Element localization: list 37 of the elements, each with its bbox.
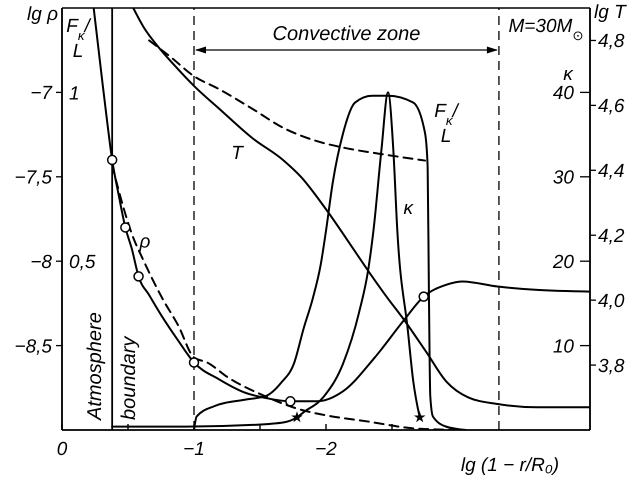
y-axis-title: lg ρ [27,4,58,25]
series-label: F$_{κ}$/L [434,100,460,147]
series-label: T [231,142,244,164]
y2-tick-label: 4,0 [598,290,625,312]
y-tick-label: 40 [552,83,574,104]
point [133,271,144,282]
y3-axis-title: F$_{κ}$/L [66,16,92,62]
y-tick-label: 30 [552,168,574,189]
y2-tick-label: 4,2 [598,226,625,247]
y3-tick-label: 0,5 [69,252,96,274]
point [120,222,131,233]
ref-line-label: Atmosphere boundary [84,312,140,421]
y-axis-title: κ [563,64,574,85]
y3-tick-label: 1 [69,83,80,104]
y-tick-label: 20 [552,252,574,273]
y-tick-label: −8 [30,252,52,273]
y2-tick-label: 4,6 [598,96,625,118]
y2-tick-label: 3,8 [598,356,625,377]
series-label: κ [404,198,415,219]
x-tick-label: −1 [183,439,205,460]
x-tick-label: 0 [56,439,68,460]
annotation: M=30M$_{⊙}$ [508,16,584,42]
x-axis-title: lg (1 − r/R₀) [460,455,560,476]
y2-tick-label: 4,8 [598,31,625,52]
y-tick-label: −7 [30,83,54,104]
point [285,396,296,407]
y-tick-label: −7,5 [14,168,52,189]
y-tick-label: 10 [552,336,574,358]
y2-axis-title: lg T [594,2,628,23]
y2-tick-label: 4,4 [598,161,624,182]
point [188,357,200,368]
annotation: Convective zone [272,23,420,45]
x-tick-label: −2 [315,439,338,460]
y-tick-label: −8,5 [14,336,52,358]
series-label: ρ [138,231,151,252]
point [418,291,429,302]
point [106,154,118,166]
